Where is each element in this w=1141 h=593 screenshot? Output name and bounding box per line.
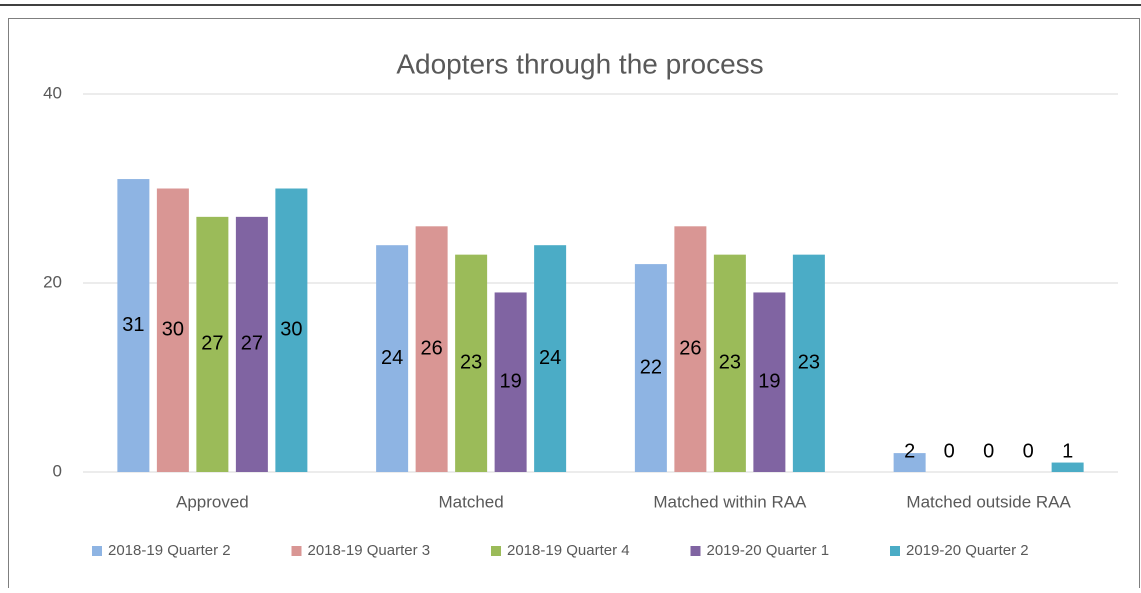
legend-label: 2019-20 Quarter 2 bbox=[906, 542, 1029, 559]
x-tick-label: Approved bbox=[176, 492, 249, 511]
data-label: 2 bbox=[904, 440, 915, 462]
bar bbox=[156, 188, 189, 472]
bar bbox=[713, 254, 746, 472]
data-label: 0 bbox=[944, 440, 955, 462]
x-tick-label: Matched within RAA bbox=[653, 492, 807, 511]
bar bbox=[494, 292, 527, 472]
bar bbox=[415, 226, 448, 472]
bar bbox=[455, 254, 488, 472]
data-label: 30 bbox=[280, 319, 302, 341]
legend-swatch bbox=[890, 546, 900, 556]
data-label: 0 bbox=[1023, 440, 1034, 462]
data-label: 23 bbox=[798, 352, 820, 374]
data-label: 1 bbox=[1062, 440, 1073, 462]
legend-label: 2018-19 Quarter 2 bbox=[108, 542, 231, 559]
bar bbox=[275, 188, 308, 472]
bar bbox=[634, 264, 667, 472]
data-label: 0 bbox=[983, 440, 994, 462]
data-label: 26 bbox=[421, 337, 443, 359]
x-tick-label: Matched outside RAA bbox=[906, 492, 1071, 511]
data-label: 27 bbox=[241, 333, 263, 355]
y-tick-label: 40 bbox=[43, 83, 62, 102]
chart-title: Adopters through the process bbox=[396, 48, 763, 79]
legend-label: 2018-19 Quarter 4 bbox=[507, 542, 630, 559]
data-label: 19 bbox=[500, 371, 522, 393]
legend-swatch bbox=[690, 546, 701, 556]
legend-swatch bbox=[491, 546, 501, 556]
chart-frame bbox=[8, 18, 1140, 593]
data-label: 22 bbox=[640, 356, 662, 378]
legend-label: 2019-20 Quarter 1 bbox=[707, 542, 830, 559]
data-label: 19 bbox=[758, 371, 780, 393]
bar bbox=[893, 453, 926, 472]
bar bbox=[196, 216, 229, 472]
x-tick-label: Matched bbox=[439, 492, 504, 511]
y-tick-label: 20 bbox=[43, 272, 62, 291]
bar bbox=[674, 226, 707, 472]
data-label: 23 bbox=[719, 352, 741, 374]
data-label: 24 bbox=[381, 347, 403, 369]
legend-swatch bbox=[291, 546, 302, 556]
bar bbox=[117, 179, 150, 473]
bar bbox=[534, 245, 567, 472]
bar bbox=[1051, 462, 1084, 472]
data-label: 24 bbox=[539, 347, 561, 369]
data-label: 27 bbox=[201, 333, 223, 355]
data-label: 26 bbox=[679, 337, 701, 359]
bar bbox=[753, 292, 786, 472]
legend-swatch bbox=[92, 546, 102, 556]
bar bbox=[792, 254, 825, 472]
data-label: 23 bbox=[460, 352, 482, 374]
data-label: 31 bbox=[122, 314, 144, 336]
bar bbox=[235, 216, 268, 472]
y-tick-label: 0 bbox=[53, 461, 62, 480]
data-label: 30 bbox=[162, 319, 184, 341]
bar bbox=[376, 245, 409, 472]
legend-label: 2018-19 Quarter 3 bbox=[308, 542, 431, 559]
